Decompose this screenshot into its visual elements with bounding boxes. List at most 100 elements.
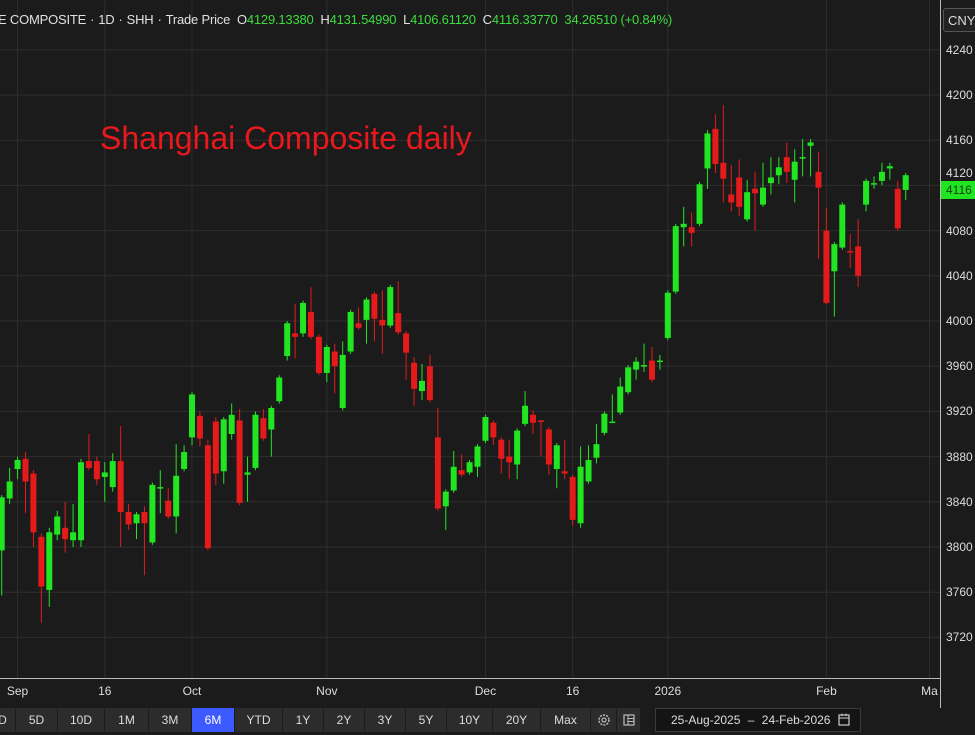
candle-body [530,414,537,423]
candle-body [641,365,648,367]
range-button-2y[interactable]: 2Y [324,708,365,732]
candle-body [189,394,196,438]
table-view-button[interactable] [617,708,641,732]
range-button-10d[interactable]: 10D [58,708,105,732]
candle-body [855,246,862,276]
candle-body [537,420,544,422]
candle-body [664,292,671,338]
symbol-name: E COMPOSITE [0,12,87,27]
separator: · [118,12,123,27]
candle-body [672,226,679,292]
candle-body [22,458,29,482]
low-label: L [403,12,411,27]
candle-body [815,171,822,188]
x-tick-label: Nov [316,684,338,698]
range-button-5y[interactable]: 5Y [406,708,447,732]
range-button-max[interactable]: Max [541,708,591,732]
range-button-5d[interactable]: 5D [16,708,58,732]
candle-body [514,430,521,465]
candle-body [799,157,806,159]
candle-body [363,299,370,320]
date-range-picker[interactable]: 25-Aug-2025 – 24-Feb-2026 [655,708,861,732]
candle-body [371,293,378,319]
change-value: 34.26510 (+0.84%) [564,12,672,27]
candle-body [759,187,766,205]
range-button-6m[interactable]: 6M [192,708,235,732]
candle-body [212,421,219,474]
candle-body [878,171,885,181]
separator: · [90,12,95,27]
candle-body [379,319,386,326]
candle-body [228,414,235,434]
candle-body [6,481,13,499]
candle-body [236,420,243,503]
range-button-10y[interactable]: 10Y [447,708,493,732]
x-tick-label: Feb [816,684,837,698]
candle-body [173,475,180,517]
candle-body [54,516,61,535]
range-button-ytd[interactable]: YTD [235,708,283,732]
candle-body [831,244,838,272]
candle-body [775,167,782,176]
range-button-20y[interactable]: 20Y [493,708,541,732]
candle-body [268,408,275,430]
candle-body [902,175,909,190]
range-button-3y[interactable]: 3Y [365,708,406,732]
last-price-label: 4116 [941,180,975,199]
candle-body [252,414,259,468]
candle-body [14,459,21,470]
candle-body [307,311,314,337]
range-button-1y[interactable]: 1Y [283,708,324,732]
candle-body [498,439,505,459]
candle-body [791,161,798,180]
y-tick-label: 4200 [946,88,973,102]
candle-body [688,227,695,233]
candle-body [38,536,45,587]
y-tick-label: 3760 [946,585,973,600]
candle-body [426,366,433,401]
close-value: 4116.33770 [491,12,558,27]
candle-body [450,466,457,491]
candle-body [339,354,346,409]
candle-body [395,313,402,333]
candle-body [284,323,291,357]
candle-body [807,142,814,146]
interval: 1D [98,12,115,27]
candle-body [648,360,655,380]
candle-body [704,133,711,169]
settings-button[interactable] [591,708,617,732]
candle-body [244,472,251,475]
candle-body [577,466,584,524]
candle-body [466,462,473,473]
candle-body [93,461,100,480]
candle-body [482,417,489,441]
y-tick-label: 3720 [946,630,973,645]
y-tick-label: 3800 [946,540,973,554]
candle-body [276,377,283,402]
calendar-icon [838,713,850,726]
candle-body [117,461,124,512]
x-tick-label: 2026 [654,684,682,698]
open-label: O [236,12,247,27]
currency-button[interactable]: CNY [943,8,975,32]
chart-annotation: Shanghai Composite daily [100,120,472,156]
gear-icon [597,714,610,726]
range-button-1m[interactable]: 1M [105,708,149,732]
candle-body [442,491,449,507]
low-value: 4106.61120 [410,12,476,27]
candle-body [728,194,735,203]
y-tick-label: 4160 [946,133,973,148]
range-button-3m[interactable]: 3M [149,708,192,732]
candle-body [569,476,576,520]
candle-body [490,422,497,438]
candle-body [30,473,37,533]
candle-body [141,511,148,524]
candle-body [181,452,188,470]
y-tick-label: 3880 [946,449,973,464]
candle-body [109,461,116,488]
range-button-d[interactable]: D [0,708,16,732]
high-label: H [320,12,330,27]
candle-body [125,511,132,525]
y-tick-label: 4120 [946,165,973,180]
